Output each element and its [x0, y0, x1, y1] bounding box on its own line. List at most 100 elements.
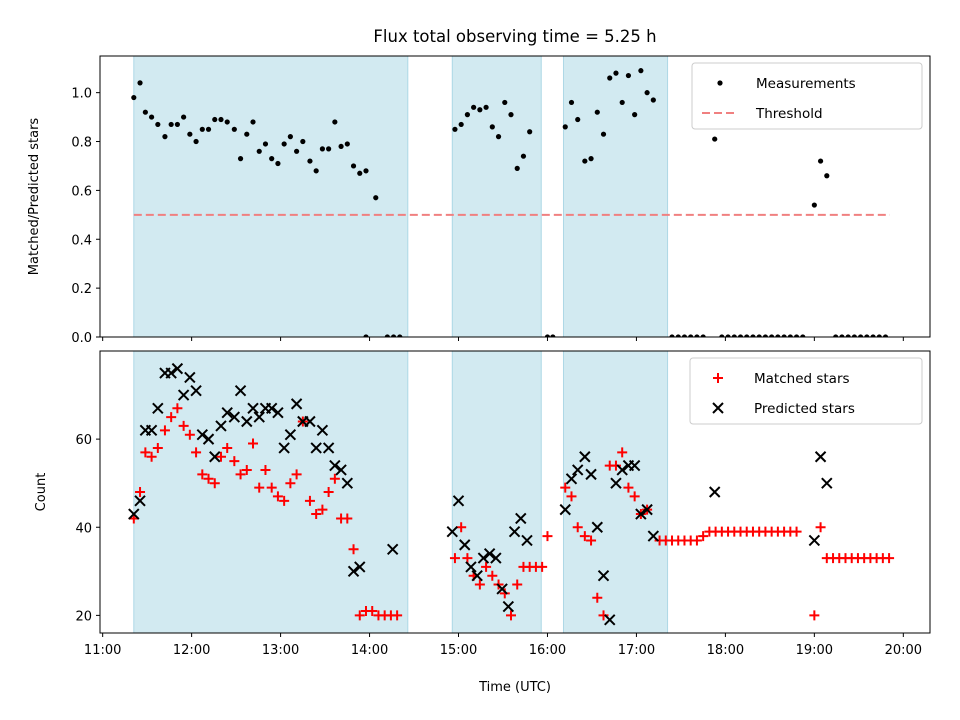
predicted-star-point: [347, 565, 360, 578]
predicted-star-point: [290, 398, 303, 410]
matched-star-point: [348, 544, 359, 555]
count-panel: 11:00 12:00 13:00 14:00 15:00 16:00 17:00 18:00…: [34, 350, 931, 658]
predicted-star-point: [814, 451, 827, 463]
measurement-point: [632, 112, 638, 118]
y-tick-label: 20: [75, 609, 92, 624]
matched-star-point: [323, 487, 334, 497]
measurement-point: [495, 134, 502, 140]
matched-star-point: [152, 442, 163, 453]
predicted-star-point: [709, 486, 721, 498]
predicted-star-point: [521, 534, 533, 547]
matched-star-point: [285, 478, 296, 489]
measurement-point: [464, 112, 471, 118]
measurement-point: [458, 121, 464, 128]
measurement-point: [390, 334, 397, 337]
matched-star-point: [191, 447, 202, 458]
measurement-point: [775, 334, 781, 337]
measurement-point: [187, 131, 193, 137]
predicted-star-point: [446, 525, 458, 538]
matched-star-point: [499, 588, 510, 599]
matched-star-point: [392, 610, 403, 621]
measurement-point: [769, 334, 775, 337]
measurement-point: [483, 104, 489, 110]
predicted-star-point: [508, 525, 521, 538]
predicted-star-point: [304, 415, 316, 428]
measurement-point: [811, 202, 817, 208]
measurement-point: [882, 334, 889, 337]
legend: Matched stars Predicted stars: [689, 357, 923, 425]
measurement-point: [864, 334, 870, 337]
legend-box: [689, 357, 923, 425]
matched-star-point: [592, 592, 603, 603]
measurement-point: [845, 334, 851, 337]
predicted-star-point: [808, 534, 821, 547]
measurement-point: [237, 156, 244, 162]
measurement-point: [712, 136, 718, 142]
measurement-point: [800, 334, 806, 337]
legend-label: Predicted stars: [754, 401, 855, 417]
observing-window: [133, 56, 409, 337]
predicted-star-point: [190, 384, 202, 397]
measurement-point: [600, 131, 607, 137]
measurement-point: [262, 141, 269, 147]
matched-star-point: [572, 522, 583, 533]
predicted-star-point: [386, 543, 399, 555]
measurement-point: [155, 121, 161, 128]
predicted-star-point: [610, 477, 622, 489]
measurement-point: [744, 334, 750, 337]
predicted-star-point: [272, 406, 284, 419]
measurement-point: [231, 126, 237, 132]
measurement-point: [212, 116, 218, 123]
matched-star-point: [135, 487, 146, 497]
measurement-point: [137, 80, 143, 86]
matched-star-point: [698, 531, 709, 542]
predicted-star-point: [253, 411, 265, 423]
observing-window: [451, 351, 542, 633]
matched-star-point: [229, 456, 240, 467]
measurement-point: [625, 72, 632, 79]
measurement-point: [514, 165, 520, 171]
predicted-star-point: [496, 583, 508, 595]
measurement-point: [168, 121, 174, 128]
y-axis-label: Matched/Predicted stars: [27, 118, 42, 276]
predicted-star-point: [604, 614, 616, 626]
measurement-point: [307, 158, 313, 164]
matched-star-point: [809, 610, 820, 621]
matched-star-point: [311, 509, 322, 520]
y-tick-label: 0.4: [71, 233, 92, 248]
matched-star-point: [474, 579, 485, 590]
measurement-point: [244, 131, 250, 137]
x-tick-label: 14:00: [351, 643, 388, 658]
matched-star-point: [815, 522, 826, 533]
y-tick-label: 0.8: [71, 136, 92, 151]
measurement-point: [275, 160, 281, 167]
predicted-star-point: [821, 477, 833, 489]
predicted-star-point: [329, 459, 341, 472]
predicted-star-point: [477, 552, 490, 564]
matched-star-point: [367, 605, 378, 616]
predicted-star-point: [641, 503, 653, 516]
predicted-star-point: [221, 406, 233, 419]
x-tick-label: 20:00: [885, 643, 922, 658]
observing-window: [562, 351, 669, 633]
predicted-star-point: [459, 539, 471, 551]
legend-marker-measurements: [717, 80, 723, 86]
matched-star-point: [560, 482, 571, 493]
predicted-star-point: [502, 600, 515, 613]
matched-star-point: [629, 491, 640, 502]
measurement-point: [793, 334, 800, 337]
matched-star-point: [291, 469, 302, 480]
measurement-point: [851, 334, 857, 337]
predicted-star-point: [585, 468, 597, 481]
measurement-point: [287, 134, 293, 140]
measurement-point: [373, 195, 379, 201]
measurement-point: [833, 334, 839, 337]
x-axis-label: Time (UTC): [478, 680, 551, 695]
measurement-point: [876, 334, 882, 337]
measurement-point: [762, 334, 769, 337]
measurement-point: [650, 97, 656, 103]
predicted-star-point: [635, 508, 647, 520]
x-tick-label: 15:00: [440, 643, 477, 658]
predicted-star-point: [316, 424, 329, 437]
ratio-panel: 0.0 0.2 0.4 0.6 0.8 1.0 Matched/Predicted star…: [27, 55, 931, 346]
